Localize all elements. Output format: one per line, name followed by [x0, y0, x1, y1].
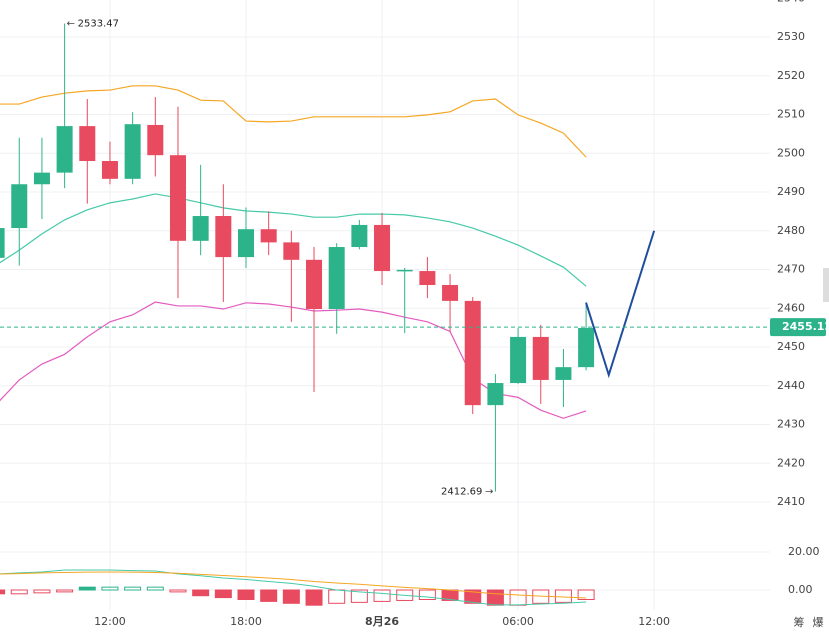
macd-bar [577, 589, 595, 600]
candle-body [487, 383, 504, 406]
macd-bar [373, 589, 391, 602]
macd-bar [101, 586, 119, 591]
y-tick-label: 2470 [777, 263, 805, 276]
y-tick-label: 2520 [777, 69, 805, 82]
candle-body [124, 124, 141, 179]
macd-bar [214, 589, 232, 599]
candle-body [79, 126, 96, 161]
macd-bar [350, 589, 368, 603]
candle-body [396, 269, 413, 272]
candle-body [419, 271, 436, 285]
macd-line [0, 571, 587, 599]
x-tick-label: 18:00 [230, 615, 262, 628]
candle-body [578, 328, 595, 368]
macd-bar [124, 586, 142, 591]
macd-bar [10, 589, 28, 595]
y-tick-label: 2430 [777, 418, 805, 431]
candle-body [147, 124, 164, 156]
candle-body [192, 216, 209, 241]
macd-bar [237, 589, 255, 600]
macd-bar [0, 589, 6, 595]
macd-bar [260, 589, 278, 602]
macd-bar [418, 589, 436, 600]
candle-body [215, 216, 232, 258]
side-tab[interactable] [823, 268, 829, 302]
low-label: 2412.69 [441, 487, 482, 498]
band-line [0, 193, 587, 287]
candle-body [11, 184, 28, 229]
arrow: ← [67, 19, 75, 30]
candle-body [306, 259, 323, 310]
y-tick-label: 2480 [777, 224, 805, 237]
candle-body [0, 228, 5, 258]
side-label[interactable]: 筹 [794, 615, 805, 629]
y-tick-label: 2490 [777, 185, 805, 198]
macd-bar [169, 589, 187, 593]
y-tick-label: 20.00 [788, 545, 820, 558]
candle-body [328, 247, 345, 310]
candle-body [555, 367, 572, 380]
y-tick-label: 0.00 [788, 583, 813, 596]
macd-bar [282, 589, 300, 604]
y-tick-label: 2440 [777, 379, 805, 392]
x-tick-label: 8月26 [365, 615, 399, 628]
x-tick-label: 12:00 [638, 615, 670, 628]
y-tick-label: 2530 [777, 30, 805, 43]
macd-bar [78, 586, 96, 591]
y-tick-label: 2460 [777, 301, 805, 314]
arrow: → [485, 487, 493, 498]
macd-bar [33, 589, 51, 594]
macd-bar [192, 589, 210, 597]
candle-body [169, 155, 186, 241]
candle-body [101, 161, 118, 179]
projection-line [585, 230, 656, 379]
candle-body [442, 285, 459, 301]
y-tick-label: 2420 [777, 456, 805, 469]
y-tick-label: 2500 [777, 146, 805, 159]
candle-body [56, 126, 73, 173]
candle-body [510, 336, 527, 384]
y-tick-label: 2410 [777, 495, 805, 508]
macd-bar [486, 589, 504, 606]
candle-body [532, 336, 549, 380]
candle-body [33, 172, 50, 185]
x-tick-label: 12:00 [94, 615, 126, 628]
candle-body [374, 224, 391, 272]
x-tick-label: 06:00 [502, 615, 534, 628]
y-tick-label: 2540 [777, 0, 805, 4]
candle-body [464, 300, 481, 406]
macd-bar [56, 589, 74, 593]
macd-bar [554, 589, 572, 603]
high-label: 2533.47 [78, 19, 119, 30]
macd-bar [328, 589, 346, 604]
candle-body [351, 224, 368, 248]
macd-bar [146, 586, 164, 591]
macd-bar [464, 589, 482, 604]
candle-body [260, 229, 277, 243]
candle-body [283, 242, 300, 260]
candle-body [238, 229, 255, 258]
macd-bar [305, 589, 323, 606]
last-price-label: 2455.12 [782, 320, 829, 333]
y-tick-label: 2510 [777, 108, 805, 121]
macd-line [0, 569, 587, 606]
y-tick-label: 2450 [777, 340, 805, 353]
macd-bar [396, 589, 414, 601]
last-price-box [770, 318, 826, 337]
side-label[interactable]: 爆 [813, 615, 824, 629]
band-line [0, 85, 587, 158]
